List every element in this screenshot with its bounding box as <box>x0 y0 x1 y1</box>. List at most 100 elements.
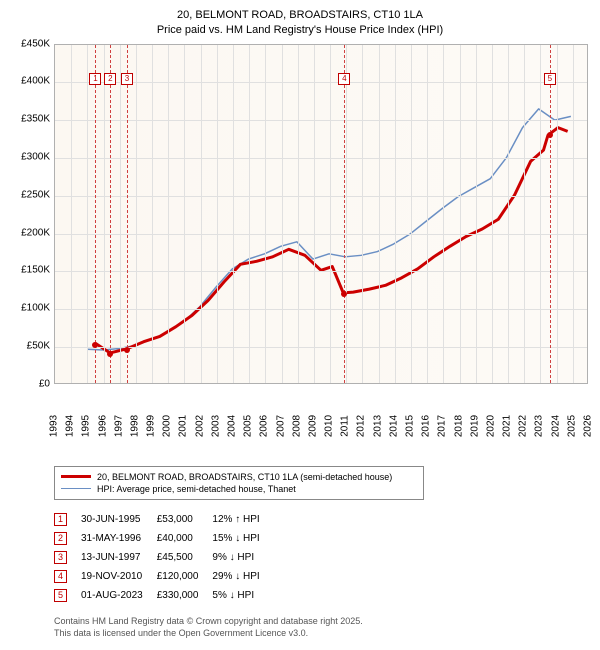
legend-row: HPI: Average price, semi-detached house,… <box>61 483 417 495</box>
sale-dot <box>107 351 113 357</box>
x-tick-label: 2005 <box>243 415 254 437</box>
event-row: 4 19-NOV-2010£120,00029% ↓ HPI <box>54 567 274 586</box>
x-tick-label: 1997 <box>113 415 124 437</box>
sale-dot <box>547 132 553 138</box>
event-delta: 15% ↓ HPI <box>212 529 273 548</box>
footer-line-2: This data is licensed under the Open Gov… <box>54 627 588 639</box>
y-tick-label: £50K <box>27 340 50 351</box>
event-marker-3: 3 <box>121 73 133 85</box>
event-delta: 5% ↓ HPI <box>212 586 273 605</box>
event-date: 30-JUN-1995 <box>81 510 157 529</box>
event-dashed-line <box>127 45 128 383</box>
event-price: £40,000 <box>157 529 213 548</box>
events-table: 1 30-JUN-1995£53,00012% ↑ HPI 2 31-MAY-1996… <box>54 510 274 605</box>
event-row: 1 30-JUN-1995£53,00012% ↑ HPI <box>54 510 274 529</box>
x-tick-label: 2015 <box>405 415 416 437</box>
x-tick-label: 2007 <box>275 415 286 437</box>
y-tick-label: £400K <box>21 76 50 87</box>
event-price: £330,000 <box>157 586 213 605</box>
event-date: 01-AUG-2023 <box>81 586 157 605</box>
sale-dot <box>124 347 130 353</box>
x-tick-label: 2016 <box>421 415 432 437</box>
event-dashed-line <box>344 45 345 383</box>
title-line-2: Price paid vs. HM Land Registry's House … <box>12 23 588 38</box>
y-tick-label: £450K <box>21 38 50 49</box>
title-line-1: 20, BELMONT ROAD, BROADSTAIRS, CT10 1LA <box>12 8 588 23</box>
chart-container: 20, BELMONT ROAD, BROADSTAIRS, CT10 1LA … <box>0 0 600 643</box>
x-tick-label: 2014 <box>388 415 399 437</box>
x-tick-label: 2018 <box>453 415 464 437</box>
x-axis: 1993199419951996199719981999200020012002… <box>54 424 588 460</box>
x-tick-label: 2000 <box>162 415 173 437</box>
x-tick-label: 1994 <box>65 415 76 437</box>
x-tick-label: 2010 <box>324 415 335 437</box>
event-delta: 9% ↓ HPI <box>212 548 273 567</box>
legend-swatch <box>61 488 91 489</box>
chart-title: 20, BELMONT ROAD, BROADSTAIRS, CT10 1LA … <box>12 8 588 38</box>
y-tick-label: £350K <box>21 114 50 125</box>
x-tick-label: 2008 <box>291 415 302 437</box>
x-tick-label: 2017 <box>437 415 448 437</box>
x-tick-label: 2013 <box>372 415 383 437</box>
y-axis: £0£50K£100K£150K£200K£250K£300K£350K£400… <box>12 44 54 384</box>
footer-line-1: Contains HM Land Registry data © Crown c… <box>54 615 588 627</box>
x-tick-label: 2002 <box>194 415 205 437</box>
event-price: £120,000 <box>157 567 213 586</box>
event-row-marker: 1 <box>54 513 67 526</box>
x-tick-label: 2006 <box>259 415 270 437</box>
x-tick-label: 2020 <box>485 415 496 437</box>
x-tick-label: 1999 <box>146 415 157 437</box>
y-tick-label: £300K <box>21 152 50 163</box>
x-tick-label: 1993 <box>49 415 60 437</box>
x-tick-label: 2009 <box>307 415 318 437</box>
event-row: 2 31-MAY-1996£40,00015% ↓ HPI <box>54 529 274 548</box>
x-tick-label: 2012 <box>356 415 367 437</box>
sale-dot <box>341 291 347 297</box>
legend-label: 20, BELMONT ROAD, BROADSTAIRS, CT10 1LA … <box>97 472 392 482</box>
legend-label: HPI: Average price, semi-detached house,… <box>97 484 296 494</box>
legend: 20, BELMONT ROAD, BROADSTAIRS, CT10 1LA … <box>54 466 424 500</box>
x-tick-label: 2019 <box>469 415 480 437</box>
event-dashed-line <box>110 45 111 383</box>
y-tick-label: £200K <box>21 227 50 238</box>
event-dashed-line <box>550 45 551 383</box>
event-marker-5: 5 <box>544 73 556 85</box>
x-tick-label: 2011 <box>340 415 351 437</box>
series-property-line <box>95 127 567 352</box>
x-tick-label: 2026 <box>583 415 594 437</box>
x-tick-label: 2024 <box>550 415 561 437</box>
event-date: 13-JUN-1997 <box>81 548 157 567</box>
event-marker-1: 1 <box>89 73 101 85</box>
y-tick-label: £150K <box>21 265 50 276</box>
x-tick-label: 2023 <box>534 415 545 437</box>
event-delta: 29% ↓ HPI <box>212 567 273 586</box>
y-tick-label: £100K <box>21 303 50 314</box>
event-row-marker: 4 <box>54 570 67 583</box>
event-date: 31-MAY-1996 <box>81 529 157 548</box>
chart-area: £0 £50K £100K £150K £200K £250K £300K £350K £400… <box>12 44 588 424</box>
event-price: £45,500 <box>157 548 213 567</box>
event-dashed-line <box>95 45 96 383</box>
x-tick-label: 1995 <box>81 415 92 437</box>
x-tick-label: 2021 <box>502 415 513 437</box>
sale-dot <box>92 342 98 348</box>
footer-note: Contains HM Land Registry data © Crown c… <box>54 615 588 639</box>
legend-row: 20, BELMONT ROAD, BROADSTAIRS, CT10 1LA … <box>61 471 417 483</box>
event-row-marker: 2 <box>54 532 67 545</box>
x-tick-label: 1996 <box>97 415 108 437</box>
x-tick-label: 1998 <box>129 415 140 437</box>
x-tick-label: 2001 <box>178 415 189 437</box>
series-hpi-line <box>87 109 571 350</box>
x-tick-label: 2022 <box>518 415 529 437</box>
event-row-marker: 3 <box>54 551 67 564</box>
x-tick-label: 2004 <box>227 415 238 437</box>
x-tick-label: 2025 <box>566 415 577 437</box>
event-price: £53,000 <box>157 510 213 529</box>
event-delta: 12% ↑ HPI <box>212 510 273 529</box>
event-row: 3 13-JUN-1997£45,5009% ↓ HPI <box>54 548 274 567</box>
legend-swatch <box>61 475 91 478</box>
event-marker-4: 4 <box>338 73 350 85</box>
y-tick-label: £250K <box>21 189 50 200</box>
y-tick-label: £0 <box>39 378 50 389</box>
event-date: 19-NOV-2010 <box>81 567 157 586</box>
